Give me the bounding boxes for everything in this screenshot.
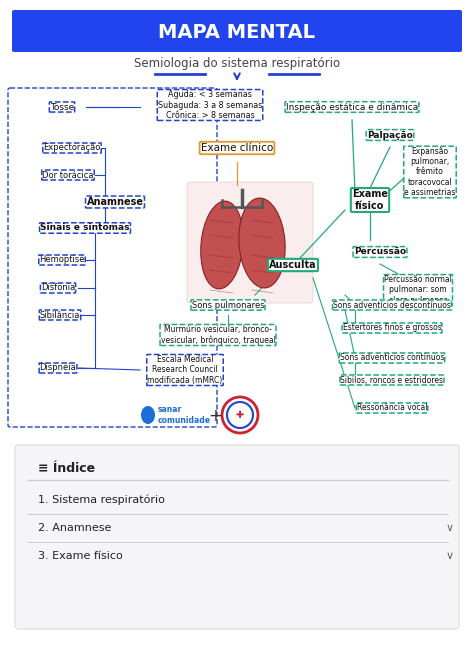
Text: Estertores finos e grossos: Estertores finos e grossos bbox=[343, 324, 441, 332]
Ellipse shape bbox=[239, 198, 285, 288]
Circle shape bbox=[222, 397, 258, 433]
Text: sanar
comunidade: sanar comunidade bbox=[158, 405, 211, 425]
FancyBboxPatch shape bbox=[12, 10, 462, 52]
Text: Palpação: Palpação bbox=[367, 131, 413, 139]
Text: ✚: ✚ bbox=[236, 410, 244, 420]
Text: Sinais e sintomas: Sinais e sintomas bbox=[40, 224, 130, 232]
Text: Murmúrio vesicular, bronco-
vesicular, brônquico, traqueal: Murmúrio vesicular, bronco- vesicular, b… bbox=[161, 325, 275, 345]
Text: Disfonia: Disfonia bbox=[41, 283, 75, 293]
Text: +: + bbox=[208, 407, 222, 425]
Text: Hemoptise: Hemoptise bbox=[39, 255, 85, 265]
Text: Exame clínico: Exame clínico bbox=[201, 143, 273, 153]
Text: Expansão
pulmonar,
frêmito
toracovocal
e assimetrias: Expansão pulmonar, frêmito toracovocal e… bbox=[404, 147, 456, 197]
Text: Escala Medical
Research Council
modificada (mMRC): Escala Medical Research Council modifica… bbox=[147, 355, 223, 385]
Text: Exame
físico: Exame físico bbox=[352, 189, 388, 211]
Text: Percussão normal
pulmonar: som
claro pulmonar: Percussão normal pulmonar: som claro pul… bbox=[384, 275, 452, 305]
Text: Sons adventícios contínuos: Sons adventícios contínuos bbox=[340, 354, 444, 362]
Text: Sibilância: Sibilância bbox=[40, 310, 80, 320]
Ellipse shape bbox=[201, 201, 243, 289]
Text: Anamnese: Anamnese bbox=[86, 197, 144, 207]
Text: Sibilos, roncos e estridores: Sibilos, roncos e estridores bbox=[340, 375, 444, 385]
Circle shape bbox=[227, 402, 253, 428]
Text: Sons adventícios descontínuos: Sons adventícios descontínuos bbox=[333, 301, 451, 310]
Text: Ausculta: Ausculta bbox=[269, 260, 317, 270]
Text: 2. Anamnese: 2. Anamnese bbox=[38, 523, 111, 533]
Text: ∨: ∨ bbox=[446, 523, 454, 533]
Text: 1. Sistema respiratório: 1. Sistema respiratório bbox=[38, 494, 165, 505]
Text: ≡ Índice: ≡ Índice bbox=[38, 462, 95, 474]
Text: Inspeção estática e dinâmica: Inspeção estática e dinâmica bbox=[286, 103, 418, 111]
Text: Tosse: Tosse bbox=[50, 103, 74, 111]
Text: Aguda: < 3 semanas
Subaguda: 3 a 8 semanas
Crônica: > 8 semanas: Aguda: < 3 semanas Subaguda: 3 a 8 seman… bbox=[158, 90, 262, 120]
Ellipse shape bbox=[141, 406, 155, 424]
Text: Dispneia: Dispneia bbox=[40, 364, 76, 373]
Text: Ressonância vocal: Ressonância vocal bbox=[357, 403, 427, 413]
Text: Expectoração: Expectoração bbox=[43, 143, 100, 153]
Text: MAPA MENTAL: MAPA MENTAL bbox=[158, 23, 316, 42]
Text: Semiologia do sistema respiratório: Semiologia do sistema respiratório bbox=[134, 58, 340, 70]
FancyBboxPatch shape bbox=[187, 182, 313, 303]
Text: 3. Exame físico: 3. Exame físico bbox=[38, 551, 123, 561]
Text: ∨: ∨ bbox=[446, 551, 454, 561]
Text: Dor torácica: Dor torácica bbox=[42, 170, 94, 180]
Text: Sons pulmonares: Sons pulmonares bbox=[191, 301, 264, 310]
Text: Percussão: Percussão bbox=[354, 247, 406, 257]
FancyBboxPatch shape bbox=[15, 445, 459, 629]
